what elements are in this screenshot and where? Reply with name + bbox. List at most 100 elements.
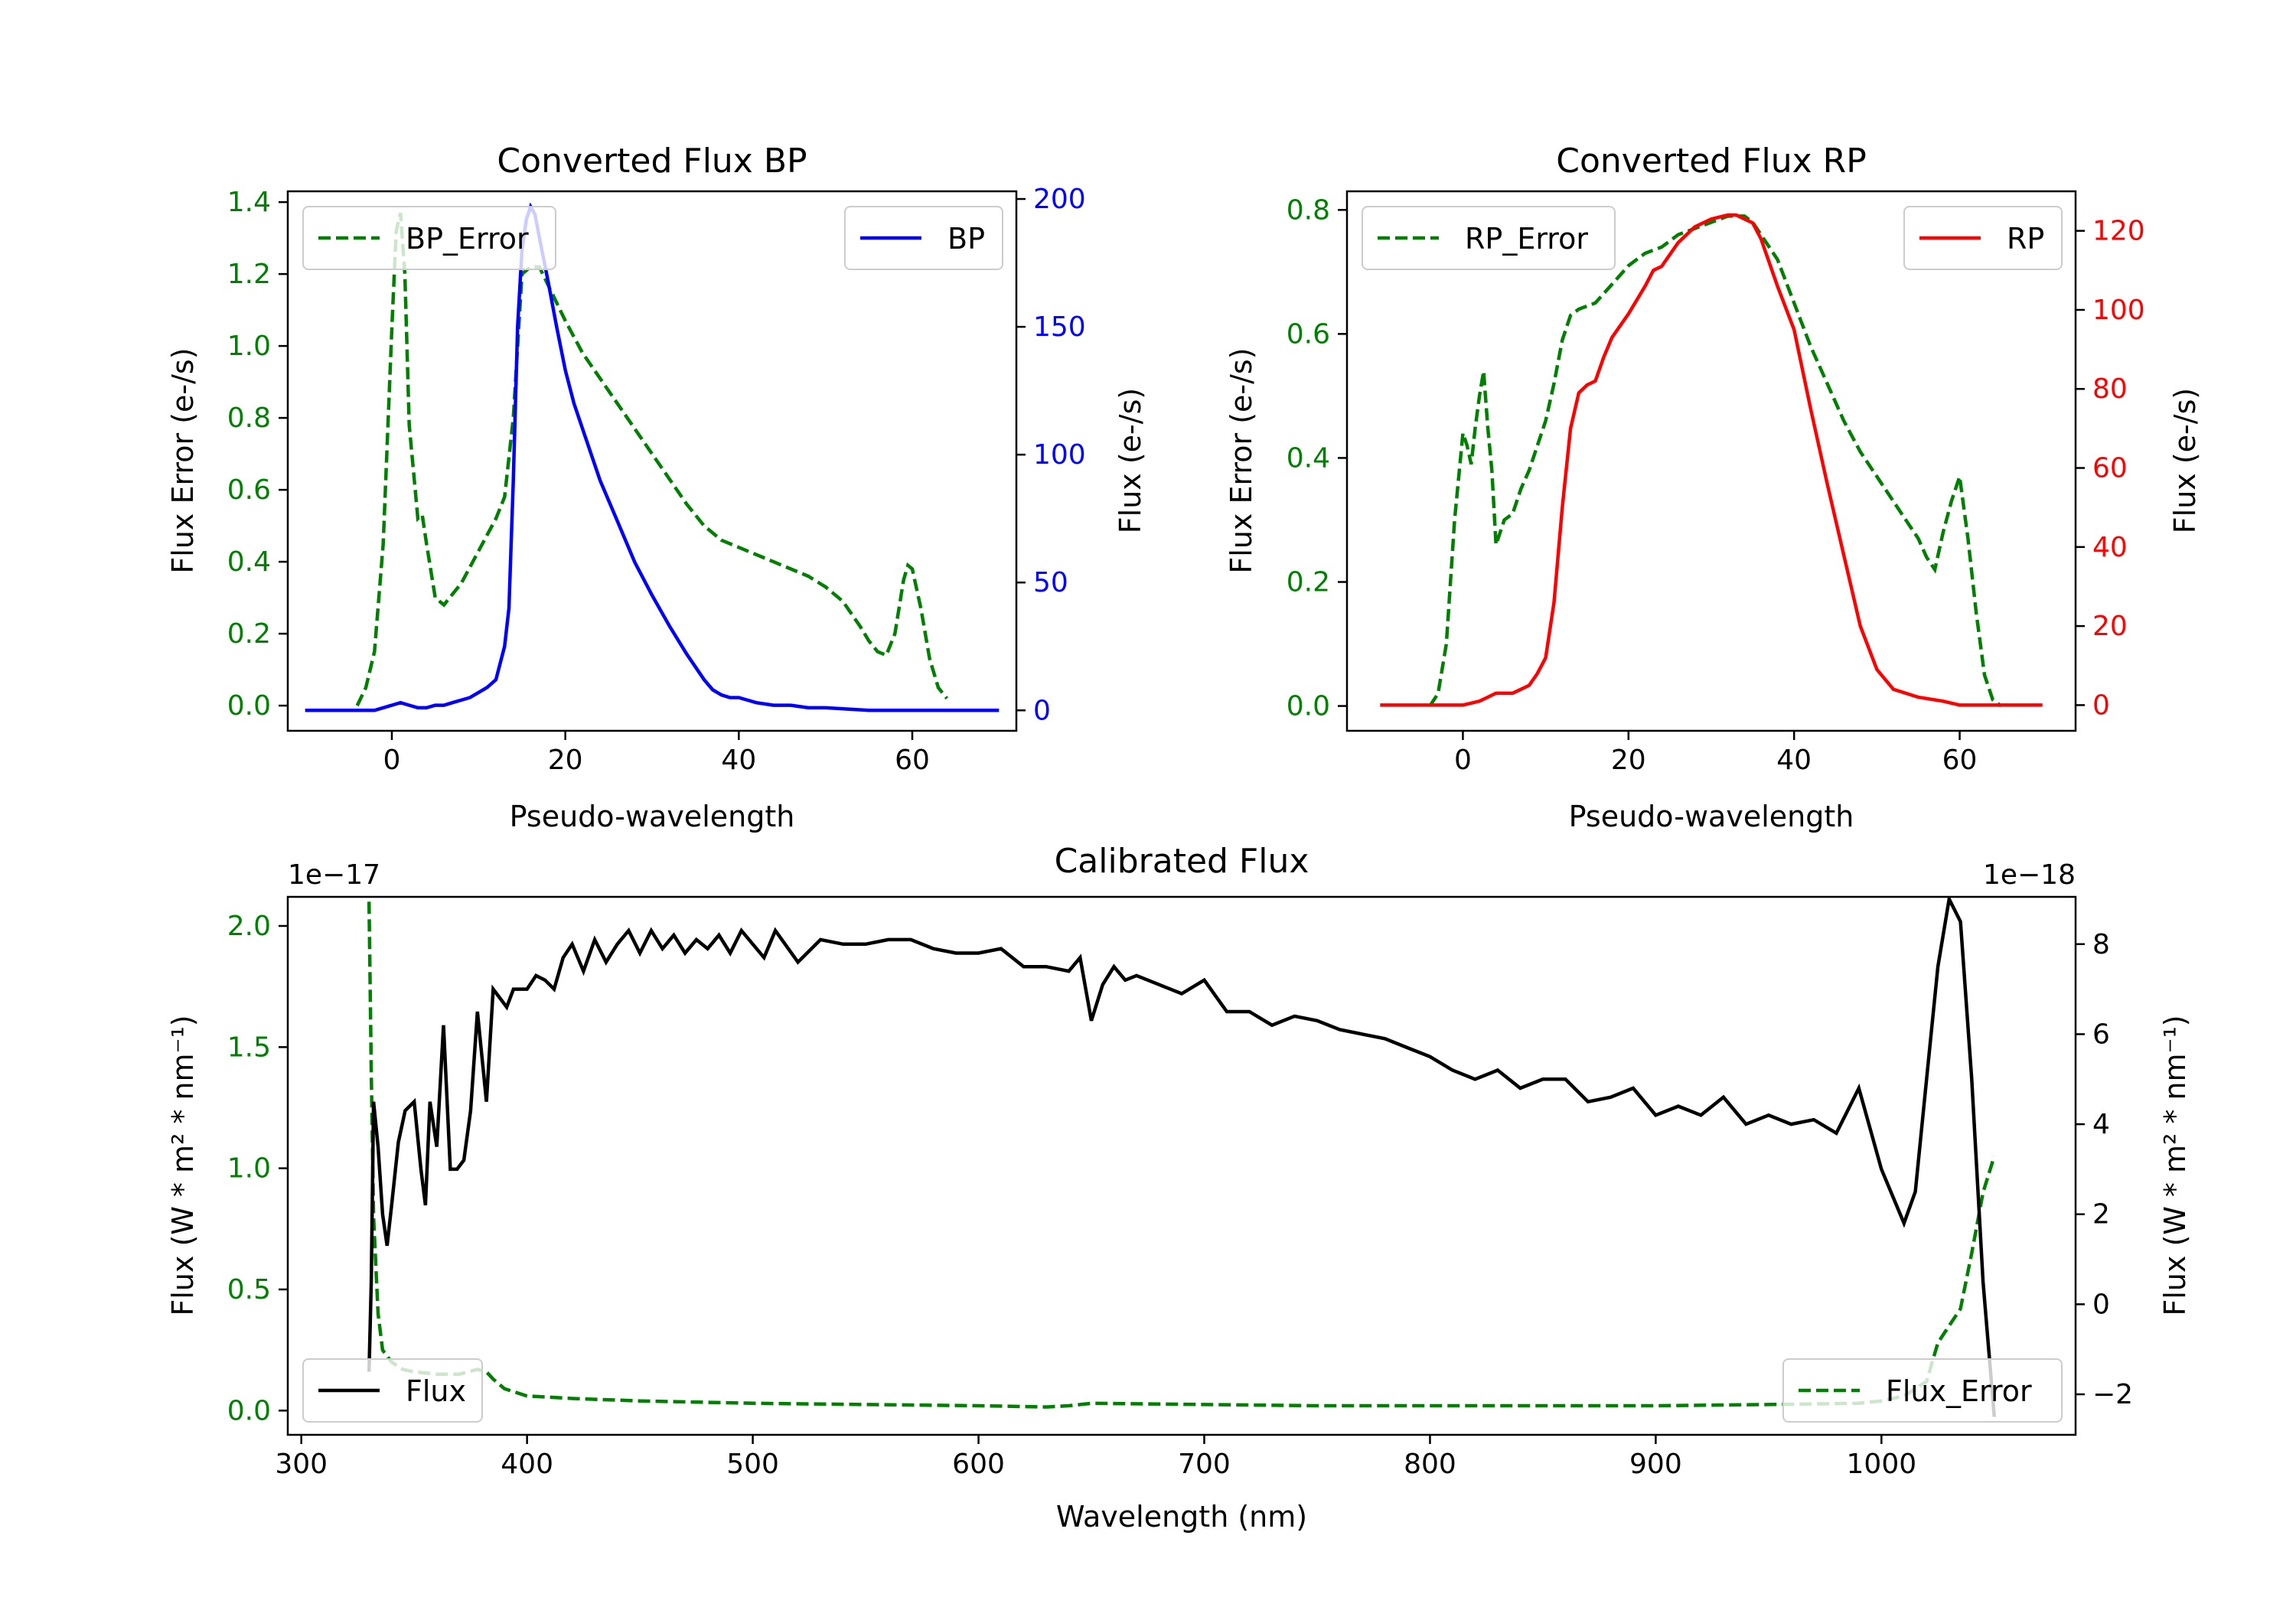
left-y-tick-label: 0.0: [227, 690, 271, 722]
x-tick-label: 700: [1178, 1449, 1231, 1480]
left-y-tick-label: 1.4: [227, 187, 271, 218]
left-y-tick-label: 1.0: [227, 1153, 271, 1185]
calibrated-right-offset-text: 1e−18: [1983, 859, 2076, 891]
right-y-tick-label: 6: [2092, 1019, 2110, 1050]
bp-error-legend-label: BP_Error: [406, 222, 529, 256]
rp-error-legend: RP_Error: [1362, 206, 1616, 270]
x-tick-label: 800: [1404, 1449, 1456, 1480]
left-y-tick-label: 0.6: [1287, 318, 1330, 350]
x-tick-label: 60: [1942, 745, 1978, 776]
x-tick-label: 300: [275, 1449, 328, 1480]
calibrated-axes-frame: [286, 895, 2077, 1436]
right-y-tick-label: 100: [1033, 439, 1086, 471]
x-tick-label: 500: [726, 1449, 779, 1480]
rp-x-ticks: 0 20 40 60: [1454, 731, 1977, 776]
bp-x-ticks: 0 20 40 60: [383, 731, 930, 776]
x-tick-label: 600: [952, 1449, 1005, 1480]
calibrated-right-y-ticks: −2 0 2 4 6 8: [2076, 929, 2133, 1410]
bp-flux-legend: BP: [844, 206, 1003, 270]
calibrated-right-y-label: Flux (W * m² * nm⁻¹): [2158, 1015, 2192, 1315]
left-y-tick-label: 0.2: [227, 618, 271, 650]
x-tick-label: 0: [383, 745, 401, 776]
calibrated-flux-legend-label: Flux: [406, 1374, 466, 1408]
calibrated-panel: Calibrated Flux 1e−17 1e−18 300 400 500 600…: [166, 842, 2192, 1534]
left-y-tick-label: 0.4: [227, 546, 271, 578]
right-y-tick-label: 0: [2092, 689, 2110, 721]
bp-panel: Converted Flux BP 0 20 40 60 0.00.20.40.60.…: [166, 142, 1147, 833]
bp-axes-frame: [286, 190, 1018, 732]
bp-right-y-label: Flux (e-/s): [1114, 388, 1147, 533]
right-y-tick-label: 8: [2092, 929, 2110, 960]
bp-left-y-label: Flux Error (e-/s): [166, 347, 200, 573]
left-y-tick-label: 2.0: [227, 911, 271, 942]
rp-left-y-ticks: 0.0 0.2 0.4 0.6 0.8: [1287, 194, 1347, 722]
calibrated-flux-legend: Flux: [302, 1358, 483, 1423]
right-y-tick-label: 60: [2092, 453, 2128, 484]
right-y-tick-label: 4: [2092, 1109, 2110, 1140]
left-y-tick-label: 0.0: [1287, 691, 1330, 722]
rp-flux-legend: RP: [1903, 206, 2063, 270]
right-y-tick-label: 20: [2092, 611, 2128, 642]
rp-x-label: Pseudo-wavelength: [1569, 800, 1854, 833]
rp-right-y-label: Flux (e-/s): [2168, 388, 2202, 533]
right-y-tick-label: 0: [1033, 695, 1051, 726]
bp-x-label: Pseudo-wavelength: [510, 800, 795, 833]
calibrated-left-offset-text: 1e−17: [288, 859, 380, 891]
bp-plot-area: [305, 202, 1000, 712]
flux-error-legend-label: Flux_Error: [1886, 1374, 2032, 1408]
x-tick-label: 20: [548, 745, 583, 776]
rp-panel: Converted Flux RP 0 20 40 60 0.00.20.40.60.…: [1225, 142, 2202, 833]
rp-axes-frame: [1345, 190, 2077, 732]
calibrated-x-ticks: 300 400 500 600 700 800 900 1000: [275, 1435, 1916, 1480]
x-tick-label: 60: [895, 745, 930, 776]
left-y-tick-label: 0.6: [227, 474, 271, 506]
rp-right-y-ticks: 0 20 40 60 80 100 120: [2076, 216, 2145, 721]
left-y-tick-label: 0.4: [1287, 442, 1330, 474]
rp-error-legend-label: RP_Error: [1465, 222, 1588, 256]
x-tick-label: 900: [1629, 1449, 1682, 1480]
left-y-tick-label: 1.2: [227, 259, 271, 290]
rp-error-line: [1428, 214, 2002, 708]
rp-flux-legend-label: RP: [2007, 222, 2044, 256]
left-y-tick-label: 0.8: [1287, 194, 1330, 226]
calibrated-flux-line: [367, 897, 1997, 1417]
calibrated-x-label: Wavelength (nm): [1056, 1500, 1307, 1534]
rp-plot-area: [1380, 213, 2043, 708]
x-tick-label: 1000: [1847, 1449, 1917, 1480]
x-tick-label: 0: [1454, 745, 1472, 776]
bp-flux-line: [305, 202, 1000, 712]
left-y-tick-label: 0.5: [227, 1274, 271, 1305]
right-y-tick-label: 120: [2092, 216, 2145, 247]
bp-left-y-ticks: 0.0 0.2 0.4 0.6 0.8 1.0 1.2 1.4: [227, 187, 288, 722]
x-tick-label: 40: [721, 745, 756, 776]
calibrated-plot-area: [367, 897, 1997, 1417]
bp-error-line: [355, 212, 949, 707]
right-y-tick-label: 200: [1033, 184, 1086, 215]
calibrated-title: Calibrated Flux: [1055, 842, 1309, 881]
left-y-tick-label: 0.8: [227, 403, 271, 434]
right-y-tick-label: 150: [1033, 311, 1086, 343]
right-y-tick-label: 100: [2092, 295, 2145, 326]
flux-error-legend: Flux_Error: [1782, 1358, 2063, 1423]
right-y-tick-label: 40: [2092, 532, 2128, 563]
bp-title: Converted Flux BP: [497, 142, 807, 181]
x-tick-label: 40: [1776, 745, 1812, 776]
left-y-tick-label: 0.2: [1287, 567, 1330, 598]
left-y-tick-label: 1.5: [227, 1032, 271, 1063]
calibrated-left-y-label: Flux (W * m² * nm⁻¹): [166, 1015, 200, 1315]
rp-title: Converted Flux RP: [1556, 142, 1867, 181]
right-y-tick-label: 0: [2092, 1289, 2110, 1320]
left-y-tick-label: 1.0: [227, 331, 271, 362]
right-y-tick-label: 2: [2092, 1199, 2110, 1231]
x-tick-label: 400: [501, 1449, 553, 1480]
bp-right-y-ticks: 0 50 100 150 200: [1016, 184, 1086, 726]
bp-error-legend: BP_Error: [302, 206, 556, 270]
right-y-tick-label: 50: [1033, 567, 1068, 598]
rp-flux-line: [1380, 213, 2043, 707]
right-y-tick-label: −2: [2092, 1379, 2133, 1410]
calibrated-left-y-ticks: 0.0 0.5 1.0 1.5 2.0: [227, 911, 288, 1426]
bp-flux-legend-label: BP: [947, 222, 985, 256]
flux-error-line: [367, 901, 1996, 1409]
rp-left-y-label: Flux Error (e-/s): [1225, 347, 1258, 573]
